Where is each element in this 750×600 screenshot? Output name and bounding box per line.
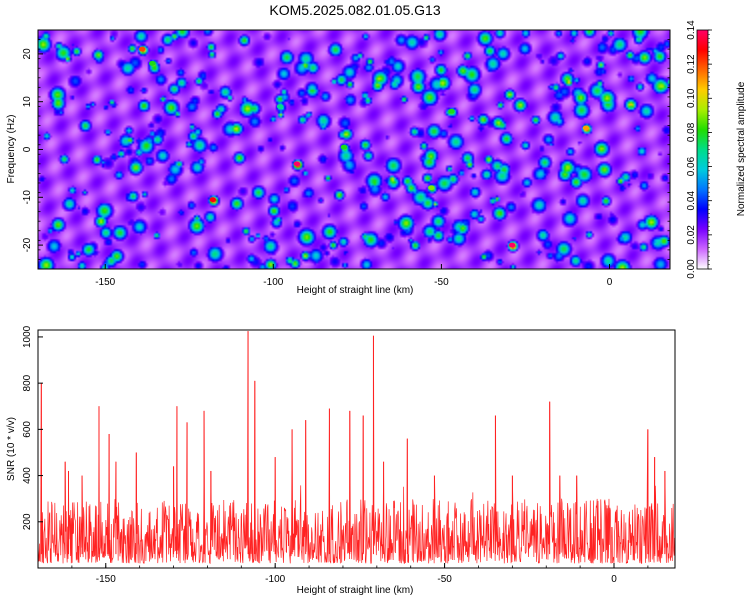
spectrogram-x-tick-label: -150 <box>95 277 115 288</box>
snr-series-line <box>38 331 675 565</box>
spectrogram-heatmap <box>38 30 670 269</box>
colorbar-tick-label: 0.14 <box>686 20 697 40</box>
snr-panel: -150 -100 -50 0 200 400 600 800 1000 Height of … <box>6 325 676 596</box>
snr-y-tick-label: 1000 <box>22 325 33 348</box>
snr-x-axis-label: Height of straight line (km) <box>297 585 414 596</box>
figure-title: KOM5.2025.082.01.05.G13 <box>269 2 440 18</box>
snr-x-tick-label: 0 <box>611 574 617 585</box>
snr-y-tick-label: 200 <box>22 513 33 530</box>
spectrogram-hotspot-3 <box>139 46 146 52</box>
snr-frame <box>37 329 676 569</box>
spectrogram-hotspot-5 <box>428 185 435 191</box>
colorbar-tick-label: 0.00 <box>686 259 697 279</box>
snr-y-tick-label: 400 <box>22 467 33 484</box>
spectrogram-y-tick-label: 20 <box>22 48 33 60</box>
colorbar-tick-label: 0.08 <box>686 122 697 142</box>
snr-x-tick-label: -150 <box>96 574 116 585</box>
colorbar-tick-label: 0.04 <box>686 191 697 211</box>
spectrogram-hotspot-8 <box>149 61 156 66</box>
snr-y-tick-label: 600 <box>22 421 33 438</box>
snr-y-axis-label: SNR (10 * v/v) <box>6 417 17 481</box>
snr-x-tick-label: -50 <box>437 574 452 585</box>
colorbar-ramp <box>696 29 709 270</box>
spectrogram-y-tick-label: 10 <box>22 96 33 108</box>
spectrogram-hotspot-0 <box>293 161 301 167</box>
spectrogram-y-tick-label: 0 <box>22 146 33 152</box>
spectrogram-x-axis-label: Height of straight line (km) <box>297 285 414 296</box>
snr-y-tick-label: 800 <box>22 374 33 391</box>
colorbar-tick-label: 0.10 <box>686 88 697 108</box>
spectrogram-hotspot-6 <box>448 108 455 114</box>
spectrogram-x-tick-label: -50 <box>434 277 449 288</box>
spectrogram-hotspot-2 <box>209 197 217 203</box>
spectrogram-y-axis-label: Frequency (Hz) <box>6 115 17 184</box>
spectrogram-y-tick-label: -10 <box>22 190 33 205</box>
colorbar: 0.00 0.02 0.04 0.06 0.08 0.10 0.12 0.14 Normali… <box>686 20 747 279</box>
spectrogram-hotspot-4 <box>582 125 590 131</box>
spectrogram-x-tick-label: 0 <box>607 277 613 288</box>
colorbar-tick-label: 0.02 <box>686 225 697 245</box>
colorbar-label: Normalized spectral amplitude <box>736 81 747 216</box>
spectrogram-hotspot-1 <box>508 242 516 248</box>
spectrogram-y-tick-label: -20 <box>22 237 33 252</box>
colorbar-tick-label: 0.12 <box>686 54 697 74</box>
spectrogram-hotspot-9 <box>276 104 284 109</box>
colorbar-tick-label: 0.06 <box>686 156 697 176</box>
snr-x-tick-label: -100 <box>265 574 285 585</box>
spectrogram-x-tick-label: -100 <box>263 277 283 288</box>
spectrogram-hotspot-7 <box>340 144 348 150</box>
